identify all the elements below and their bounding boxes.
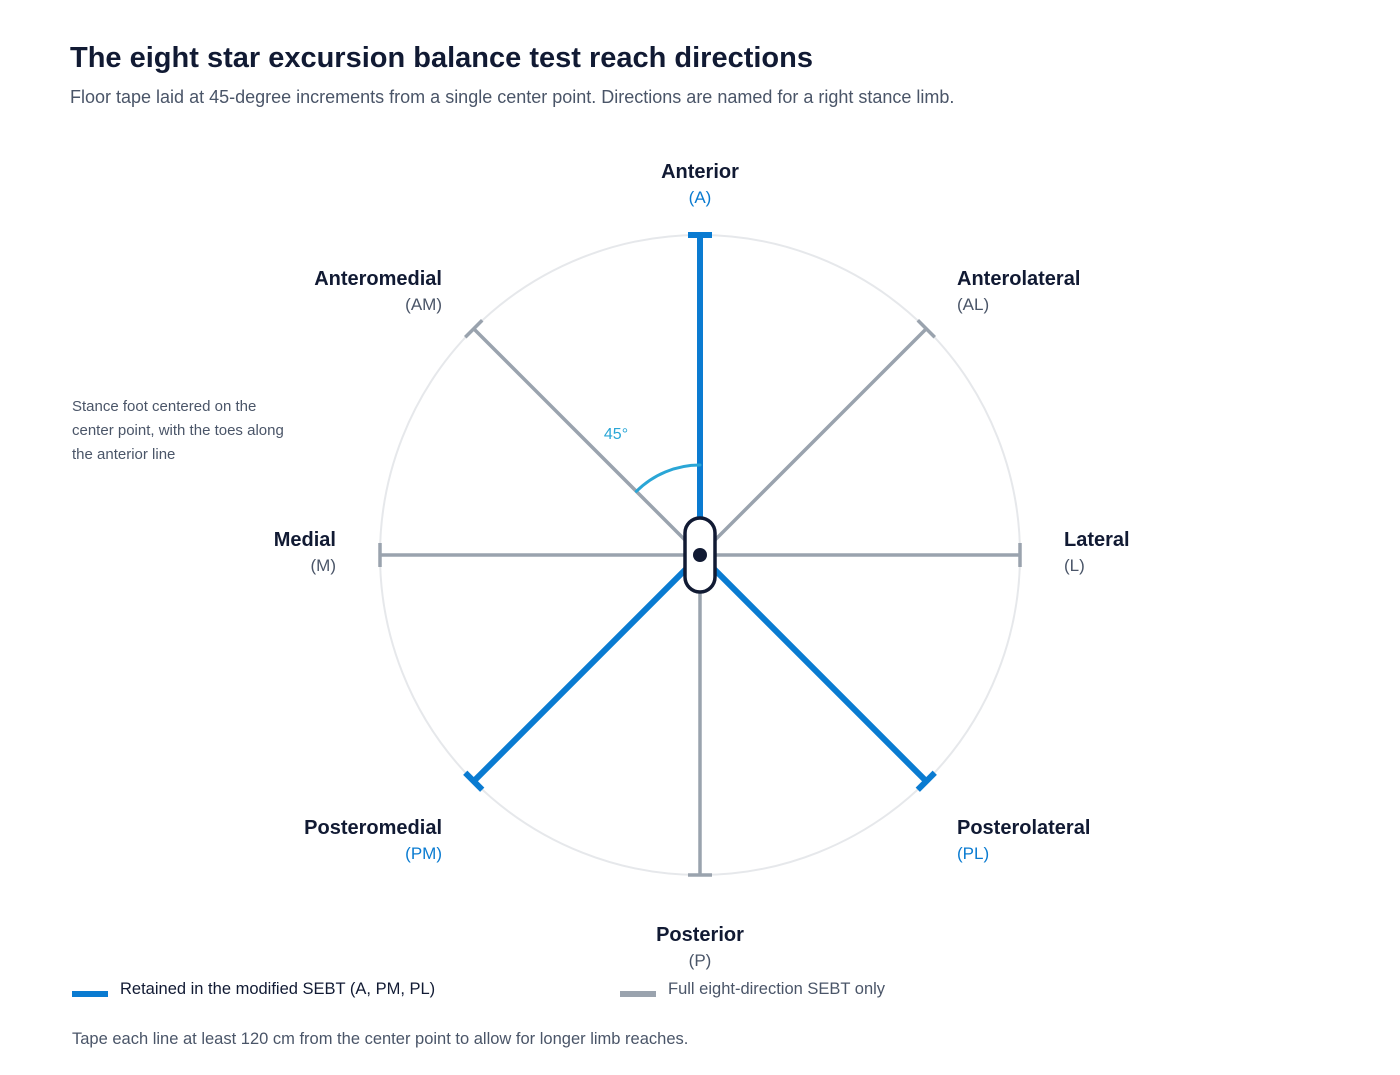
direction-abbr-posterolateral: (PL) xyxy=(957,844,989,863)
stance-note: Stance foot centered on the center point… xyxy=(72,398,284,463)
reach-line-anterolateral-tape xyxy=(698,327,928,557)
direction-label-anterior: Anterior xyxy=(661,161,739,183)
direction-label-posterolateral: Posterolateral xyxy=(957,817,1090,839)
page-title: The eight star excursion balance test re… xyxy=(70,42,813,74)
direction-label-posterior: Posterior xyxy=(656,924,744,946)
direction-label-anteromedial: Anteromedial xyxy=(314,268,442,290)
reach-line-lateral xyxy=(700,543,1022,567)
direction-abbr-posteromedial: (PM) xyxy=(405,844,442,863)
reach-line-anterolateral-end-cap xyxy=(916,319,936,339)
reach-line-anteromedial-end-cap xyxy=(464,319,484,339)
angle-label: 45° xyxy=(604,426,628,443)
stance-foot-marker xyxy=(683,516,717,594)
direction-abbr-medial: (M) xyxy=(311,556,336,575)
direction-label-medial: Medial xyxy=(274,529,336,551)
direction-label-anterolateral: Anterolateral xyxy=(957,268,1080,290)
direction-label-lateral: Lateral xyxy=(1064,529,1130,551)
direction-abbr-anteromedial: (AM) xyxy=(405,295,442,314)
angle-arc xyxy=(634,463,702,493)
direction-abbr-anterior: (A) xyxy=(689,188,712,207)
legend-retained-swatch xyxy=(72,990,108,997)
reach-line-posteromedial-end-cap xyxy=(463,770,485,792)
reach-line-anteromedial xyxy=(464,319,702,557)
reach-line-posterior xyxy=(688,555,712,877)
reach-line-anteromedial-tape xyxy=(472,327,702,557)
reach-line-anterior xyxy=(688,232,712,555)
direction-abbr-posterior: (P) xyxy=(689,951,712,970)
page-subtitle: Floor tape laid at 45-degree increments … xyxy=(70,87,955,107)
center-point xyxy=(693,548,707,562)
reach-line-medial xyxy=(378,543,700,567)
reach-line-posterolateral xyxy=(697,552,937,792)
legend-retained-label: Retained in the modified SEBT (A, PM, PL… xyxy=(120,980,436,998)
reach-line-anterolateral xyxy=(698,319,936,557)
direction-abbr-lateral: (L) xyxy=(1064,556,1085,575)
reach-line-posteromedial-tape xyxy=(471,552,703,784)
legend-full-swatch xyxy=(620,990,656,997)
legend-full: Full eight-direction SEBT only xyxy=(620,980,885,999)
reach-line-posterolateral-tape xyxy=(697,552,929,784)
direction-abbr-anterolateral: (AL) xyxy=(957,295,989,314)
reach-line-posteromedial xyxy=(463,552,703,792)
reach-line-posterolateral-end-cap xyxy=(915,770,937,792)
direction-label-posteromedial: Posteromedial xyxy=(304,817,442,839)
legend-retained: Retained in the modified SEBT (A, PM, PL… xyxy=(72,980,435,999)
legend-full-label: Full eight-direction SEBT only xyxy=(668,980,886,998)
footer-note: Tape each line at least 120 cm from the … xyxy=(72,1030,689,1048)
